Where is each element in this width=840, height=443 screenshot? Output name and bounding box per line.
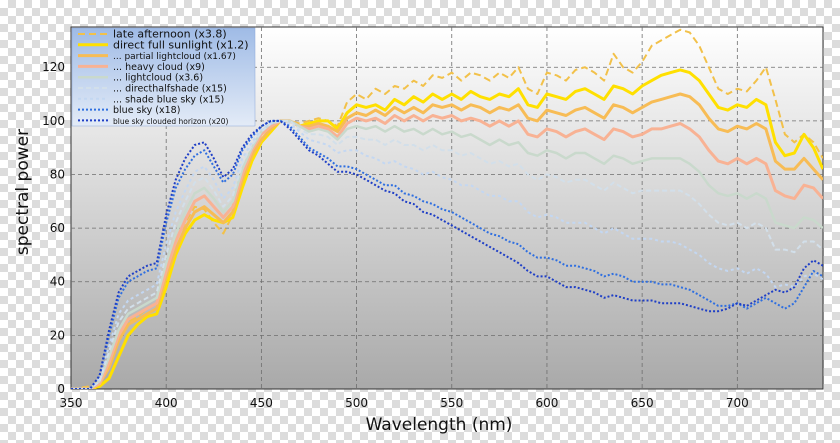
series-line-1 [71,28,823,389]
legend: late afternoon (x3.8)direct full sunligh… [71,28,256,127]
legend-label-6: ... directhalfshade (x15) [113,84,227,95]
x-tick-label: 700 [726,396,749,410]
x-tick-label: 650 [631,396,654,410]
y-tick-label: 20 [50,328,65,342]
x-tick-label: 350 [60,396,83,410]
y-tick-label: 40 [50,275,65,289]
x-axis-ticks: 350 400 450 500 550 600 650 700 [60,396,749,410]
legend-label-5: ... lightcloud (x3.6) [113,73,203,84]
series-line-3 [71,92,823,389]
series-lines [71,28,823,389]
y-axis-label: spectral power [13,129,33,255]
x-tick-label: 500 [345,396,368,410]
y-tick-label: 120 [42,60,65,74]
grid-lines [71,27,823,389]
legend-label-4: ... heavy cloud (x9) [113,62,205,73]
x-tick-label: 600 [535,396,558,410]
legend-label-8: blue sky (x18) [113,105,180,116]
legend-label-2: direct full sunlight (x1.2) [113,38,249,51]
y-tick-label: 60 [50,221,65,235]
series-line-4 [71,114,823,389]
legend-label-3: ... partial lightcloud (x1.67) [113,52,236,62]
legend-label-1: late afternoon (x3.8) [113,28,227,41]
y-axis-ticks: 0 20 40 60 80 100 120 [42,60,65,396]
x-axis-label: Wavelength (nm) [366,415,513,435]
y-tick-label: 80 [50,167,65,181]
x-tick-label: 550 [440,396,463,410]
y-tick-label: 100 [42,114,65,128]
legend-label-7: ... shade blue sky (x15) [113,94,224,105]
series-line-6 [71,119,823,389]
x-tick-label: 400 [155,396,178,410]
x-tick-label: 450 [250,396,273,410]
series-line-5 [71,119,823,389]
series-line-2 [71,68,823,389]
series-line-9 [71,119,823,389]
legend-label-9: blue sky clouded horizon (x20) [113,117,229,126]
y-tick-label: 0 [57,382,65,396]
series-line-8 [71,119,823,389]
